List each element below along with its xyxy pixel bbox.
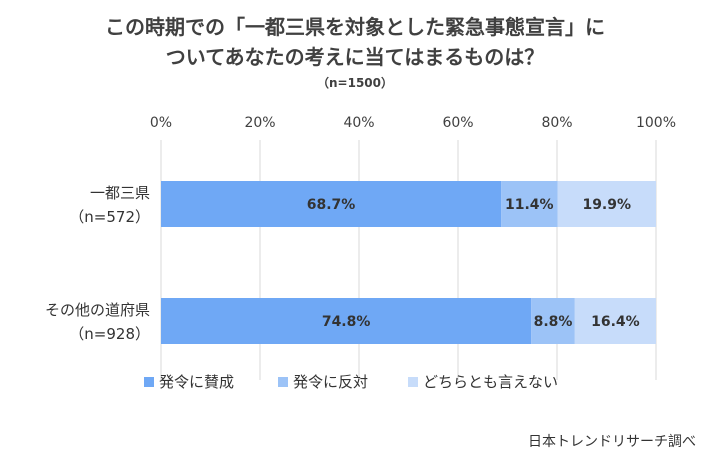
data-label: 8.8%: [534, 314, 573, 330]
data-label: 68.7%: [307, 197, 356, 213]
x-tick-label: 60%: [442, 115, 473, 131]
bar-segment: [574, 298, 656, 344]
data-label: 19.9%: [582, 197, 631, 213]
category-label: 一都三県: [90, 184, 150, 202]
x-tick-label: 20%: [244, 115, 275, 131]
legend-label: 発令に反対: [293, 373, 368, 391]
bar-segment: [531, 298, 575, 344]
x-tick-label: 40%: [343, 115, 374, 131]
legend-swatch: [144, 377, 154, 387]
chart-title-line-2: ついてあなたの考えに当てはまるものは？: [165, 45, 545, 69]
legend-swatch: [408, 377, 418, 387]
category-sample-size: （n=572）: [69, 208, 150, 226]
chart-subtitle: （n=1500）: [317, 76, 393, 90]
legend-label: 発令に賛成: [159, 373, 234, 391]
chart-title-line-1: この時期での「一都三県を対象とした緊急事態宣言」に: [105, 15, 605, 39]
legend-label: どちらとも言えない: [423, 373, 558, 391]
category-sample-size: （n=928）: [69, 325, 150, 343]
bar-segment: [557, 181, 656, 227]
source-credit: 日本トレンドリサーチ調べ: [528, 434, 696, 450]
data-label: 16.4%: [591, 314, 640, 330]
bar-segment: [501, 181, 558, 227]
x-tick-label: 0%: [150, 115, 172, 131]
data-label: 11.4%: [505, 197, 554, 213]
bar-segment: [161, 298, 532, 344]
x-tick-label: 80%: [541, 115, 572, 131]
data-label: 74.8%: [322, 314, 371, 330]
bar-segment: [161, 181, 502, 227]
category-label: その他の道府県: [45, 301, 150, 319]
x-tick-label: 100%: [636, 115, 676, 131]
legend-swatch: [278, 377, 288, 387]
